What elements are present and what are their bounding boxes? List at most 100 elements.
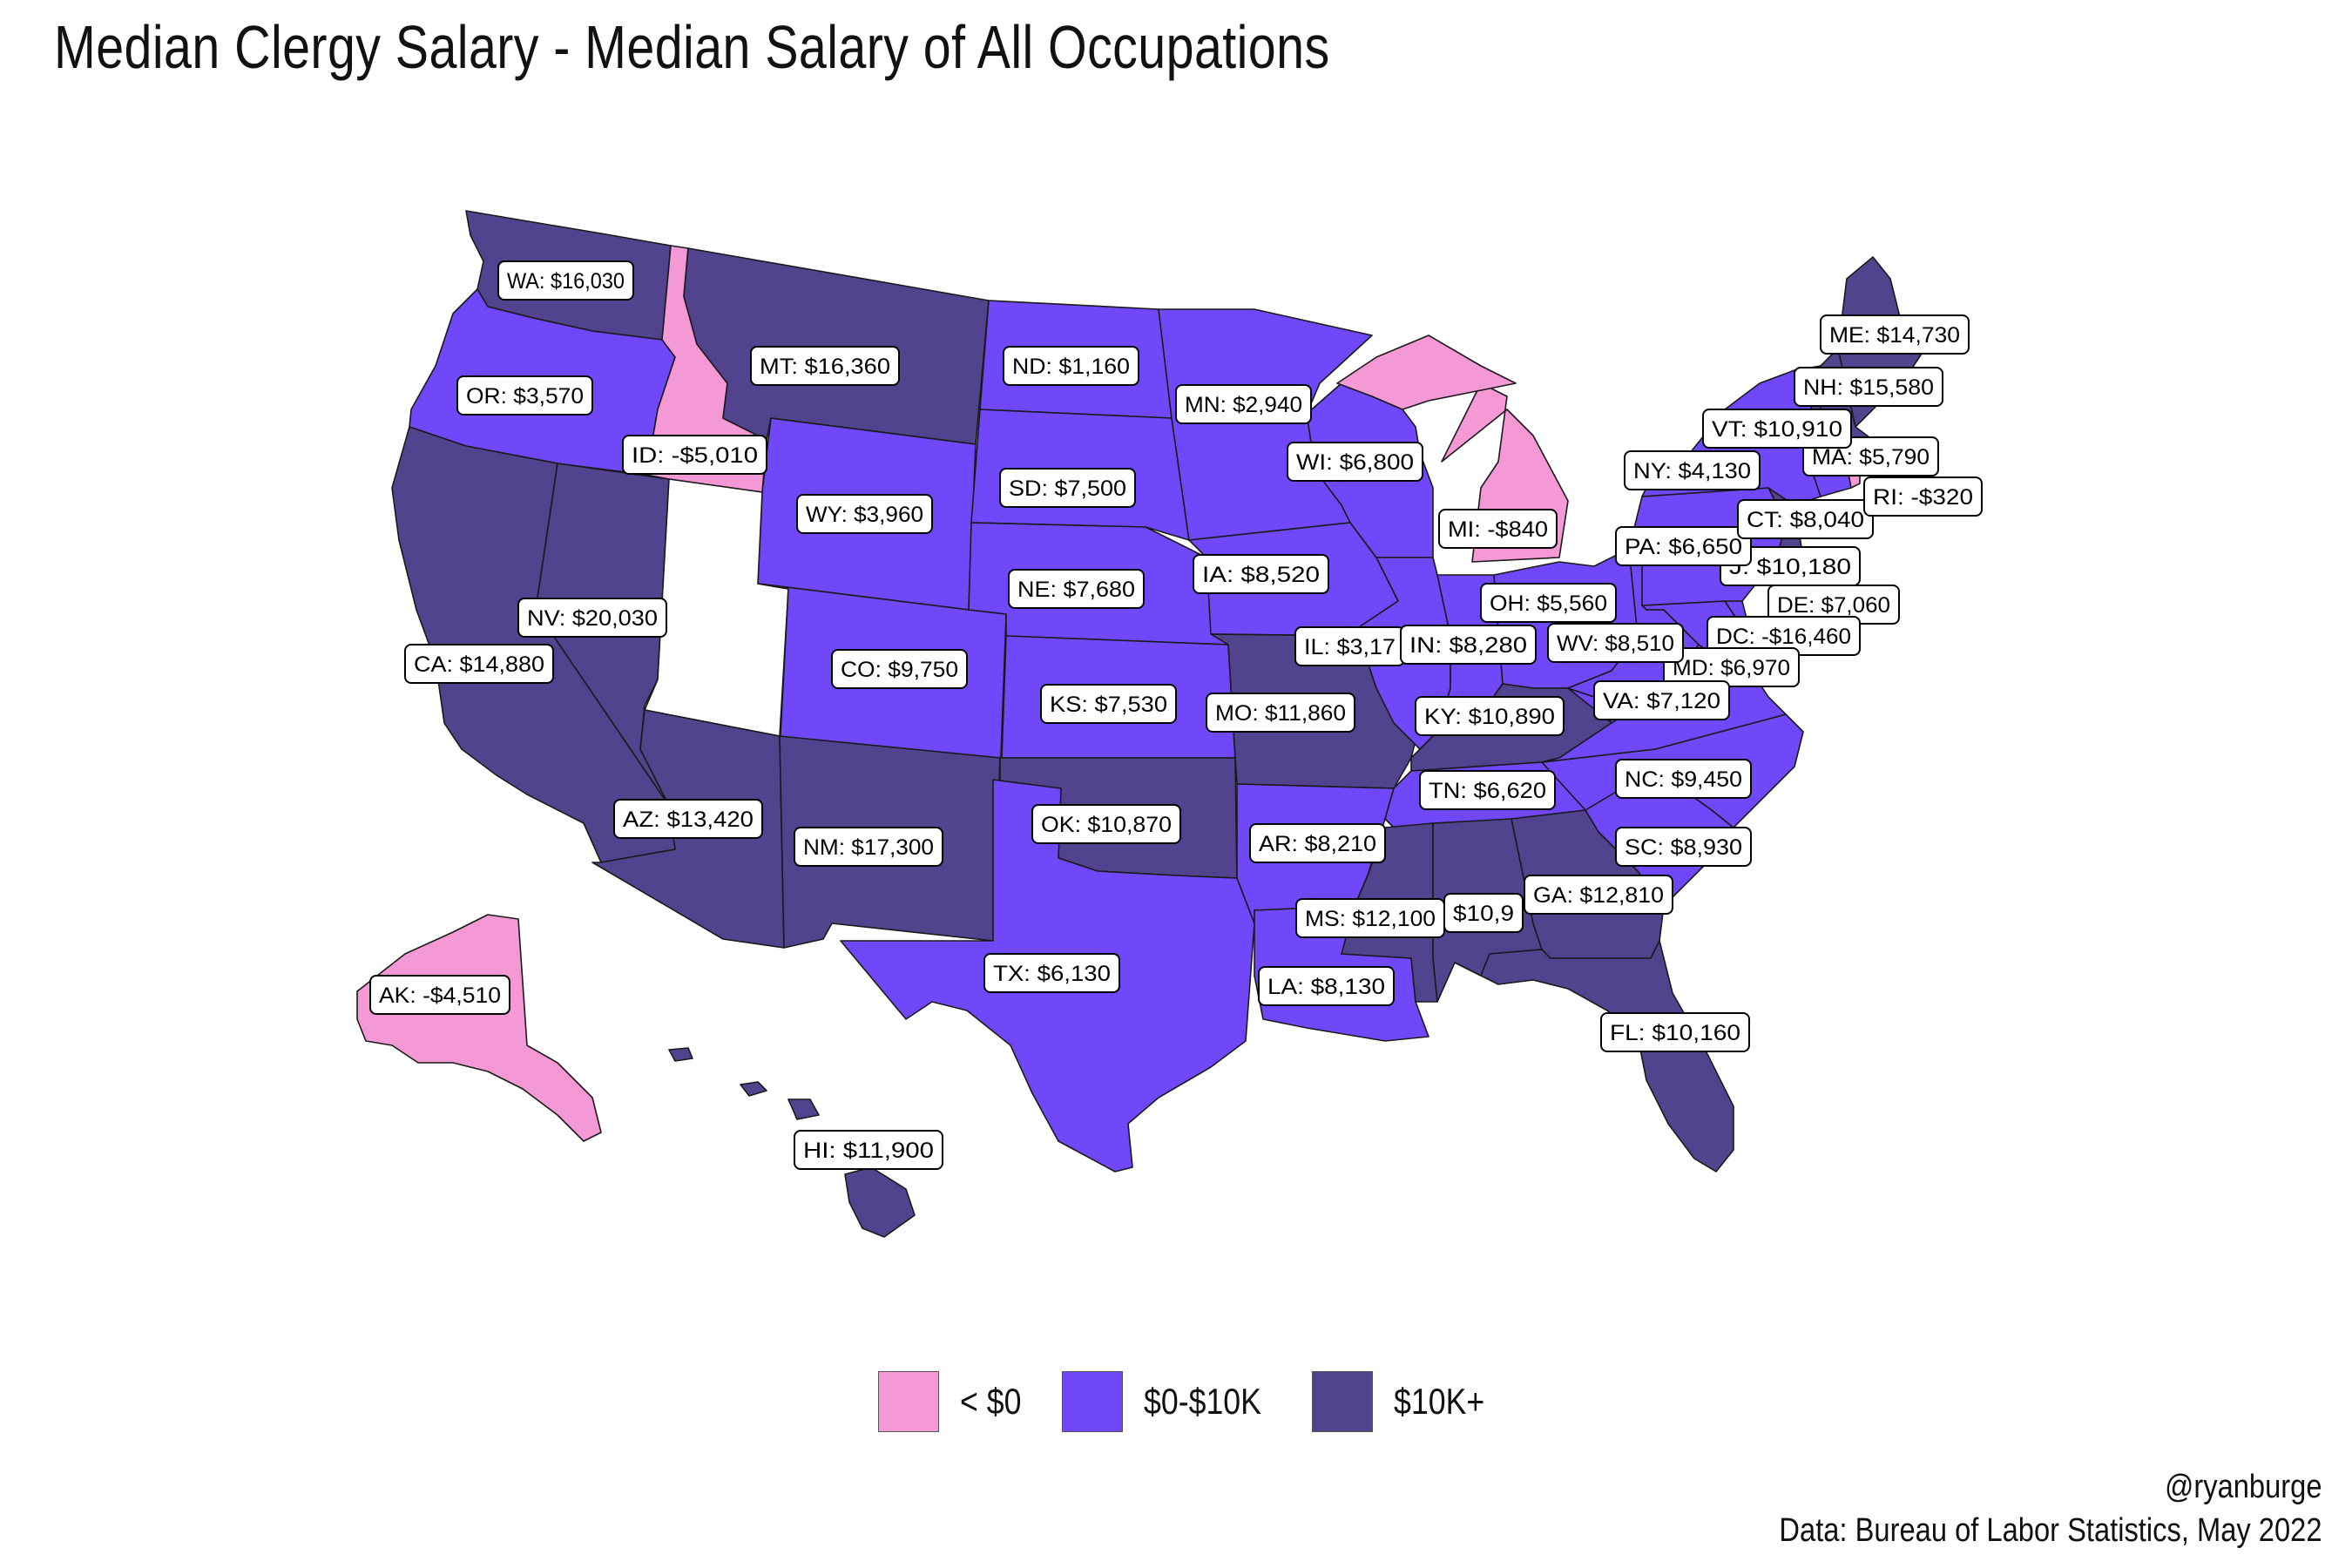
state-label-text: DE: $7,060 xyxy=(1777,593,1890,618)
state-label-text: GA: $12,810 xyxy=(1533,883,1664,908)
state-label-text: WY: $3,960 xyxy=(806,503,923,527)
state-label-box xyxy=(1295,898,1445,938)
state-label-nd: ND: $1,160 xyxy=(1003,346,1139,386)
state-label-text: VA: $7,120 xyxy=(1603,689,1720,713)
caption-author: @ryanburge xyxy=(2165,1469,2322,1505)
state-label-pa: PA: $6,650 xyxy=(1615,526,1752,566)
state-label-ms: MS: $12,100 xyxy=(1295,898,1445,938)
state-label-box xyxy=(622,435,767,475)
state-label-text: MO: $11,860 xyxy=(1215,701,1346,726)
state-label-vt: VT: $10,910 xyxy=(1702,409,1852,449)
state-label-mi: MI: -$840 xyxy=(1438,509,1558,549)
state-label-text: RI: -$320 xyxy=(1873,485,1973,510)
legend-item-0-10k: $0-$10K xyxy=(1061,1371,1282,1432)
state-label-box xyxy=(1593,680,1730,720)
state-label-text: NC: $9,450 xyxy=(1625,767,1742,792)
labels-layer: WA: $16,030 OR: $3,570 CA: $14,880 NV: $20,… xyxy=(369,260,1983,1170)
state-label-box xyxy=(983,953,1120,993)
state-label-box xyxy=(1008,569,1145,609)
state-label-text: FL: $10,160 xyxy=(1610,1021,1740,1045)
state-label-box xyxy=(1794,367,1943,407)
state-label-box xyxy=(404,644,554,684)
state-label-box xyxy=(1249,823,1386,863)
state-label-ri: RI: -$320 xyxy=(1863,476,1983,517)
legend-label-10k-plus: $10K+ xyxy=(1393,1381,1484,1422)
state-fl xyxy=(1454,940,1734,1173)
state-label-box xyxy=(1040,684,1177,724)
state-label-box xyxy=(1624,450,1761,490)
state-label-text: WV: $8,510 xyxy=(1557,632,1674,656)
state-label-sc: SC: $8,930 xyxy=(1615,827,1752,867)
state-label-box xyxy=(613,799,763,839)
state-label-box xyxy=(517,598,667,638)
state-label-text: CA: $14,880 xyxy=(414,652,544,677)
state-label-box xyxy=(1258,966,1395,1006)
state-label-box xyxy=(1615,759,1752,799)
state-label-box xyxy=(1031,804,1181,844)
state-label-box xyxy=(1863,476,1983,517)
state-label-box xyxy=(369,975,510,1015)
state-label-box xyxy=(1600,1012,1750,1052)
state-label-fl: FL: $10,160 xyxy=(1600,1012,1750,1052)
state-label-nc: NC: $9,450 xyxy=(1615,759,1752,799)
state-label-text: TX: $6,130 xyxy=(993,962,1111,986)
state-label-box xyxy=(1193,554,1329,594)
state-label-wy: WY: $3,960 xyxy=(796,494,933,534)
state-label-box xyxy=(1175,384,1312,424)
state-label-text: OH: $5,560 xyxy=(1490,591,1607,616)
state-label-in: IN: $8,280 xyxy=(1400,625,1537,665)
state-label-nv: NV: $20,030 xyxy=(517,598,667,638)
state-label-ky: KY: $10,890 xyxy=(1415,696,1565,736)
state-label-box xyxy=(1415,696,1565,736)
caption: @ryanburge Data: Bureau of Labor Statist… xyxy=(1691,1465,2322,1552)
state-label-text: IA: $8,520 xyxy=(1202,563,1320,587)
legend-label-0-10k: $0-$10K xyxy=(1143,1381,1261,1422)
state-label-text: ME: $14,730 xyxy=(1829,323,1960,348)
state-label-text: NV: $20,030 xyxy=(527,606,658,631)
state-label-nm: NM: $17,300 xyxy=(794,827,943,867)
state-label-text: $10,9 xyxy=(1453,902,1514,926)
state-label-il: IL: $3,17 xyxy=(1294,626,1405,666)
state-label-wi: WI: $6,800 xyxy=(1287,442,1423,482)
state-mi-upper xyxy=(1336,335,1517,410)
state-label-ct: CT: $8,040 xyxy=(1737,499,1874,539)
state-label-text: NM: $17,300 xyxy=(803,835,934,860)
state-label-box xyxy=(796,494,933,534)
state-label-text: KS: $7,530 xyxy=(1050,693,1167,717)
state-label-box xyxy=(1702,409,1852,449)
state-label-box xyxy=(750,346,900,386)
state-label-la: LA: $8,130 xyxy=(1258,966,1395,1006)
state-label-text: MI: -$840 xyxy=(1448,517,1548,542)
state-hi xyxy=(844,1166,916,1238)
state-label-text: SD: $7,500 xyxy=(1009,476,1126,501)
state-label-az: AZ: $13,420 xyxy=(613,799,763,839)
legend-item-negative: < $0 xyxy=(878,1371,1032,1432)
legend-swatch-negative xyxy=(878,1371,939,1432)
legend-item-10k-plus: $10K+ xyxy=(1311,1371,1501,1432)
state-label-id: ID: -$5,010 xyxy=(622,435,767,475)
state-label-box xyxy=(1820,314,1970,355)
state-label-text: IN: $8,280 xyxy=(1409,633,1527,658)
state-label-sd: SD: $7,500 xyxy=(999,468,1136,508)
state-label-al: $10,9 xyxy=(1443,893,1524,933)
state-label-ok: OK: $10,870 xyxy=(1031,804,1181,844)
state-label-va: VA: $7,120 xyxy=(1593,680,1730,720)
state-label-text: AR: $8,210 xyxy=(1259,832,1376,856)
state-label-text: WA: $16,030 xyxy=(507,269,625,294)
state-label-me: ME: $14,730 xyxy=(1820,314,1970,355)
state-hi-island-3 xyxy=(787,1098,820,1120)
state-label-text: CT: $8,040 xyxy=(1747,508,1864,532)
state-label-text: CO: $9,750 xyxy=(841,658,958,682)
state-label-box xyxy=(1663,647,1800,687)
state-label-mo: MO: $11,860 xyxy=(1206,693,1355,733)
state-label-ca: CA: $14,880 xyxy=(404,644,554,684)
state-hi-island-1 xyxy=(668,1047,693,1062)
state-label-box xyxy=(1524,875,1673,915)
state-label-box xyxy=(456,375,593,416)
state-label-text: MA: $5,790 xyxy=(1812,445,1930,470)
state-label-ak: AK: -$4,510 xyxy=(369,975,510,1015)
state-label-text: AZ: $13,420 xyxy=(623,808,754,832)
state-label-ga: GA: $12,810 xyxy=(1524,875,1673,915)
state-label-box xyxy=(831,649,968,689)
